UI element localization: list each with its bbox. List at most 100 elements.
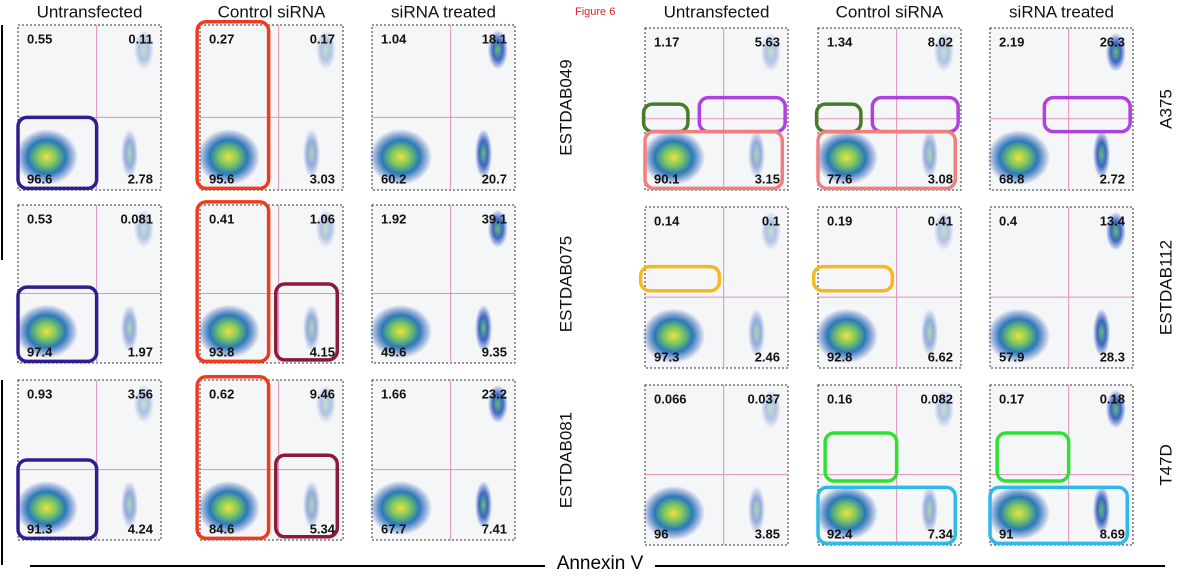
cell-population	[1092, 308, 1111, 357]
row-label: ESTDAB112	[1156, 240, 1175, 335]
quadrant-value: 92.4	[827, 526, 853, 541]
quadrant-value: 2.46	[755, 349, 780, 364]
cell-population	[815, 485, 879, 541]
cell-population	[15, 128, 79, 186]
cell-population	[474, 480, 493, 529]
cell-population	[1105, 389, 1126, 429]
quadrant-value: 60.2	[381, 171, 406, 186]
gate-box	[195, 375, 271, 541]
column-header: Untransfected	[664, 2, 770, 21]
quadrant-value: 97.4	[27, 344, 53, 359]
quadrant-value: 96.6	[27, 171, 52, 186]
quadrant-value: 7.41	[482, 521, 507, 536]
column-header: Control siRNA	[836, 2, 944, 21]
quadrant-value: 28.3	[1100, 349, 1125, 364]
gate-box	[816, 485, 958, 546]
quadrant-value: 1.04	[381, 31, 407, 46]
cell-population	[1092, 485, 1111, 534]
cell-population	[120, 128, 139, 179]
cell-population	[933, 211, 954, 251]
quadrant-value: 97.3	[654, 349, 679, 364]
quadrant-value: 84.6	[209, 521, 234, 536]
cell-population	[815, 308, 879, 364]
row-label: ESTDAB081	[556, 412, 575, 508]
cell-population	[197, 480, 261, 536]
cell-population	[120, 480, 139, 529]
quadrant-value: 5.63	[755, 34, 780, 49]
cell-population	[133, 29, 154, 70]
x-axis-label: Annexin V	[557, 553, 644, 574]
quadrant-value: 9.46	[310, 386, 335, 401]
gate-box	[16, 458, 99, 541]
cell-population	[933, 389, 954, 429]
cell-population	[15, 480, 79, 536]
quadrant-value: 23.2	[482, 386, 507, 401]
quadrant-value: 0.4	[999, 213, 1018, 228]
column-header: Untransfected	[37, 2, 143, 21]
quadrant-value: 0.53	[27, 211, 52, 226]
row-label: ESTDAB049	[556, 59, 575, 155]
quadrant-value: 8.69	[1100, 526, 1125, 541]
cell-population	[15, 304, 79, 359]
quadrant-value: 3.08	[928, 171, 953, 186]
cell-population	[760, 389, 781, 429]
quadrant-value: 0.18	[1100, 391, 1125, 406]
quadrant-value: 67.7	[381, 521, 406, 536]
row-label: ESTDAB075	[556, 236, 575, 332]
quadrant-value: 20.7	[482, 171, 507, 186]
cell-population	[315, 29, 336, 70]
quadrant-value: 0.41	[928, 213, 953, 228]
cell-population	[747, 130, 766, 179]
row-label: A375	[1156, 89, 1175, 129]
cell-population	[120, 304, 139, 352]
quadrant-value: 1.66	[381, 386, 406, 401]
cell-population	[987, 130, 1051, 186]
cell-population	[133, 384, 154, 424]
gate-box	[274, 282, 340, 362]
quadrant-value: 0.081	[120, 211, 153, 226]
quadrant-value: 0.27	[209, 31, 234, 46]
cell-population	[1092, 130, 1111, 179]
gate-box	[1042, 95, 1132, 134]
column-header: Control siRNA	[218, 2, 326, 21]
gate-box	[16, 285, 99, 364]
cell-population	[487, 209, 508, 248]
gate-box	[195, 19, 271, 191]
cell-population	[760, 32, 781, 72]
figure-label: Figure 6	[575, 6, 615, 18]
cell-population	[302, 304, 321, 352]
cell-population	[642, 485, 706, 541]
cell-population	[315, 384, 336, 424]
quadrant-value: 0.19	[827, 213, 852, 228]
cell-population	[987, 308, 1051, 364]
cell-population	[987, 485, 1051, 541]
cell-population	[747, 485, 766, 534]
quadrant-value: 3.03	[310, 171, 335, 186]
cell-population	[1105, 211, 1126, 251]
quadrant-value: 92.8	[827, 349, 852, 364]
quadrant-value: 39.1	[482, 211, 507, 226]
column-header: siRNA treated	[391, 2, 496, 21]
quadrant-value: 2.19	[999, 34, 1024, 49]
quadrant-value: 5.34	[310, 521, 336, 536]
quadrant-value: 0.93	[27, 386, 52, 401]
quadrant-value: 3.56	[128, 386, 153, 401]
quadrant-value: 1.97	[128, 344, 153, 359]
quadrant-value: 91	[999, 526, 1013, 541]
cell-population	[474, 128, 493, 179]
gate-box	[638, 264, 722, 293]
cell-population	[302, 480, 321, 529]
quadrant-value: 3.15	[755, 171, 780, 186]
gate-box	[811, 264, 895, 293]
quadrant-value: 0.066	[654, 391, 687, 406]
quadrant-value: 2.78	[128, 171, 153, 186]
quadrant-value: 6.62	[928, 349, 953, 364]
cell-population	[642, 130, 706, 186]
quadrant-value: 0.14	[654, 213, 680, 228]
cell-population	[1105, 32, 1126, 72]
quadrant-value: 4.24	[128, 521, 154, 536]
cell-population	[747, 308, 766, 357]
cell-population	[487, 29, 508, 70]
gate-box	[274, 453, 340, 539]
